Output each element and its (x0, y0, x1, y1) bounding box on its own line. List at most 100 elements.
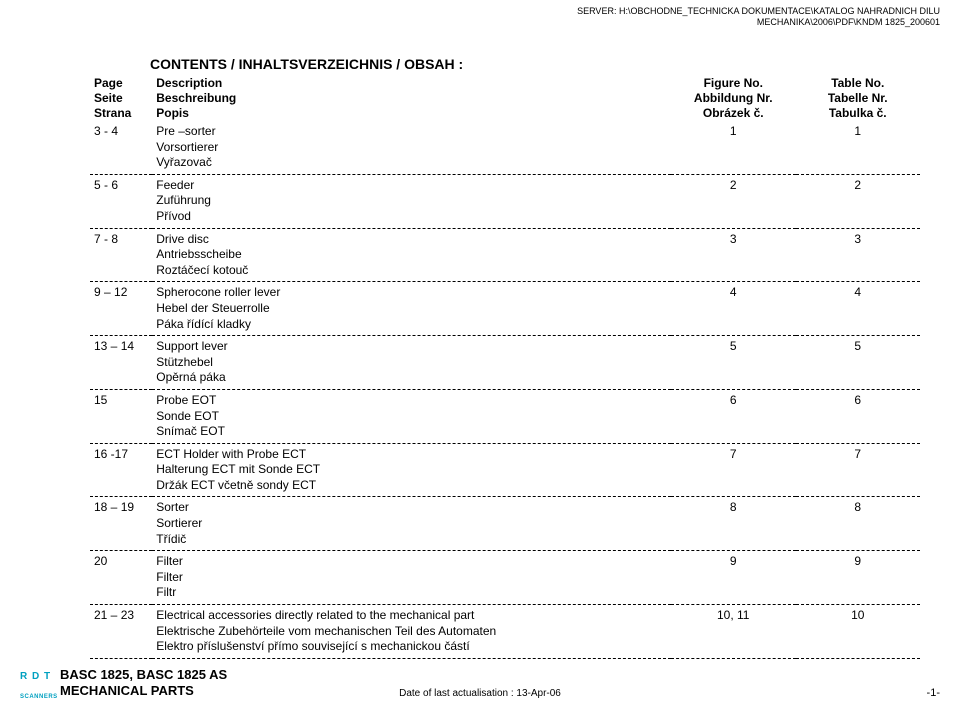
desc-line: Vyřazovač (156, 155, 212, 169)
desc-line: Electrical accessories directly related … (156, 608, 474, 622)
cell-desc: FeederZuführungPřívod (152, 174, 671, 228)
desc-line: Třídič (156, 532, 186, 546)
contents-heading: CONTENTS / INHALTSVERZEICHNIS / OBSAH : (90, 56, 920, 72)
table-row: 9 – 12 Spherocone roller lever Hebel der S… (90, 282, 920, 336)
header-page-de: Seite (94, 91, 123, 105)
desc-line: Filter (156, 554, 183, 568)
header-tab-en: Table No. (831, 76, 884, 90)
cell-table: 3 (796, 228, 921, 282)
cell-desc: Spherocone roller lever Hebel der Steuerr… (152, 282, 671, 336)
desc-line: Sortierer (156, 516, 202, 530)
desc-line: ECT Holder with Probe ECT (156, 447, 306, 461)
cell-table: 2 (796, 174, 921, 228)
cell-figure: 4 (671, 282, 796, 336)
cell-table: 9 (796, 551, 921, 605)
cell-page: 9 – 12 (90, 282, 152, 336)
cell-desc: ECT Holder with Probe ECTHalterung ECT m… (152, 443, 671, 497)
cell-desc: Drive discAntriebsscheibe Roztáčecí kotou… (152, 228, 671, 282)
header-desc-de: Beschreibung (156, 91, 236, 105)
desc-line: Páka řídící kladky (156, 317, 251, 331)
table-row: 16 -17ECT Holder with Probe ECTHalterung… (90, 443, 920, 497)
cell-table: 1 (796, 121, 921, 174)
table-row: 18 – 19 Sorter Sortierer Třídič 88 (90, 497, 920, 551)
header-desc-cz: Popis (156, 106, 189, 120)
cell-figure: 8 (671, 497, 796, 551)
cell-page: 13 – 14 (90, 336, 152, 390)
desc-line: Elektrische Zubehörteile vom mechanische… (156, 624, 496, 638)
footer-title: BASC 1825, BASC 1825 AS MECHANICAL PARTS (60, 667, 227, 700)
cell-desc: Sorter Sortierer Třídič (152, 497, 671, 551)
table-row: 7 - 8 Drive discAntriebsscheibe Roztáčecí … (90, 228, 920, 282)
desc-line: Elektro příslušenství přímo související … (156, 639, 469, 653)
desc-line: Přívod (156, 209, 191, 223)
cell-page: 16 -17 (90, 443, 152, 497)
desc-line: Filter (156, 570, 183, 584)
cell-table: 6 (796, 389, 921, 443)
header-fig-en: Figure No. (704, 76, 763, 90)
desc-line: Stützhebel (156, 355, 213, 369)
cell-table: 4 (796, 282, 921, 336)
footer-title-line2: MECHANICAL PARTS (60, 683, 194, 698)
header-page: Page Seite Strana (90, 76, 152, 121)
cell-page: 7 - 8 (90, 228, 152, 282)
desc-line: Roztáčecí kotouč (156, 263, 248, 277)
desc-line: Hebel der Steuerrolle (156, 301, 269, 315)
cell-table: 10 (796, 605, 921, 659)
table-row: 3 - 4Pre –sorterVorsortiererVyřazovač11 (90, 121, 920, 174)
server-path: SERVER: H:\OBCHODNE_TECHNICKA DOKUMENTAC… (577, 6, 940, 29)
desc-line: Filtr (156, 585, 176, 599)
desc-line: Spherocone roller lever (156, 285, 280, 299)
cell-figure: 5 (671, 336, 796, 390)
header-tab-de: Tabelle Nr. (828, 91, 888, 105)
cell-figure: 2 (671, 174, 796, 228)
footer-logo-top: R D T (20, 671, 51, 682)
cell-desc: Pre –sorter VorsortiererVyřazovač (152, 121, 671, 174)
cell-figure: 9 (671, 551, 796, 605)
content-area: CONTENTS / INHALTSVERZEICHNIS / OBSAH : … (0, 0, 960, 659)
cell-figure: 7 (671, 443, 796, 497)
cell-page: 18 – 19 (90, 497, 152, 551)
rows-table: 3 - 4 Pre –sorter VorsortiererVyřazovač 1 15… (90, 121, 920, 659)
header-fig: Figure No. Abbildung Nr. Obrázek č. (671, 76, 796, 121)
table-row: 20FilterFilterFiltr99 (90, 551, 920, 605)
footer-logo: R D T SCANNERS (20, 669, 54, 699)
cell-desc: FilterFilterFiltr (152, 551, 671, 605)
desc-line: Opěrná páka (156, 370, 225, 384)
cell-page: 20 (90, 551, 152, 605)
header-fig-cz: Obrázek č. (703, 106, 764, 120)
header-page-cz: Strana (94, 106, 131, 120)
desc-line: Držák ECT včetně sondy ECT (156, 478, 316, 492)
cell-desc: Probe EOTSonde EOTSnímač EOT (152, 389, 671, 443)
cell-page: 5 - 6 (90, 174, 152, 228)
header-fig-de: Abbildung Nr. (694, 91, 773, 105)
desc-line: Pre –sorter (156, 124, 215, 138)
cell-figure: 10, 11 (671, 605, 796, 659)
server-path-line1: SERVER: H:\OBCHODNE_TECHNICKA DOKUMENTAC… (577, 6, 940, 16)
table-row: 15Probe EOTSonde EOTSnímač EOT66 (90, 389, 920, 443)
desc-line: Probe EOT (156, 393, 216, 407)
desc-line: Support lever (156, 339, 227, 353)
desc-line: Antriebsscheibe (156, 247, 241, 261)
desc-line: Sorter (156, 500, 189, 514)
cell-page: 15 (90, 389, 152, 443)
table-row: 13 – 14 Support lever StützhebelOpěrná pák… (90, 336, 920, 390)
desc-line: Halterung ECT mit Sonde ECT (156, 462, 320, 476)
cell-page: 3 - 4 (90, 121, 152, 174)
desc-line: Drive disc (156, 232, 209, 246)
desc-line: Vorsortierer (156, 140, 218, 154)
header-page-en: Page (94, 76, 123, 90)
server-path-line2: MECHANIKA\2006\PDF\KNDM 1825_200601 (757, 17, 940, 27)
header-tab-cz: Tabulka č. (829, 106, 887, 120)
header-tab: Table No. Tabelle Nr. Tabulka č. (796, 76, 921, 121)
footer-title-line1: BASC 1825, BASC 1825 AS (60, 667, 227, 682)
table-row: 21 – 23 Electrical accessories directly r… (90, 605, 920, 659)
desc-line: Sonde EOT (156, 409, 219, 423)
desc-line: Zuführung (156, 193, 211, 207)
cell-desc: Support lever StützhebelOpěrná páka (152, 336, 671, 390)
cell-page: 21 – 23 (90, 605, 152, 659)
footer-page-number: -1- (927, 687, 940, 699)
cell-table: 8 (796, 497, 921, 551)
header-desc-en: Description (156, 76, 222, 90)
table-row: 5 - 6FeederZuführungPřívod22 (90, 174, 920, 228)
cell-table: 7 (796, 443, 921, 497)
